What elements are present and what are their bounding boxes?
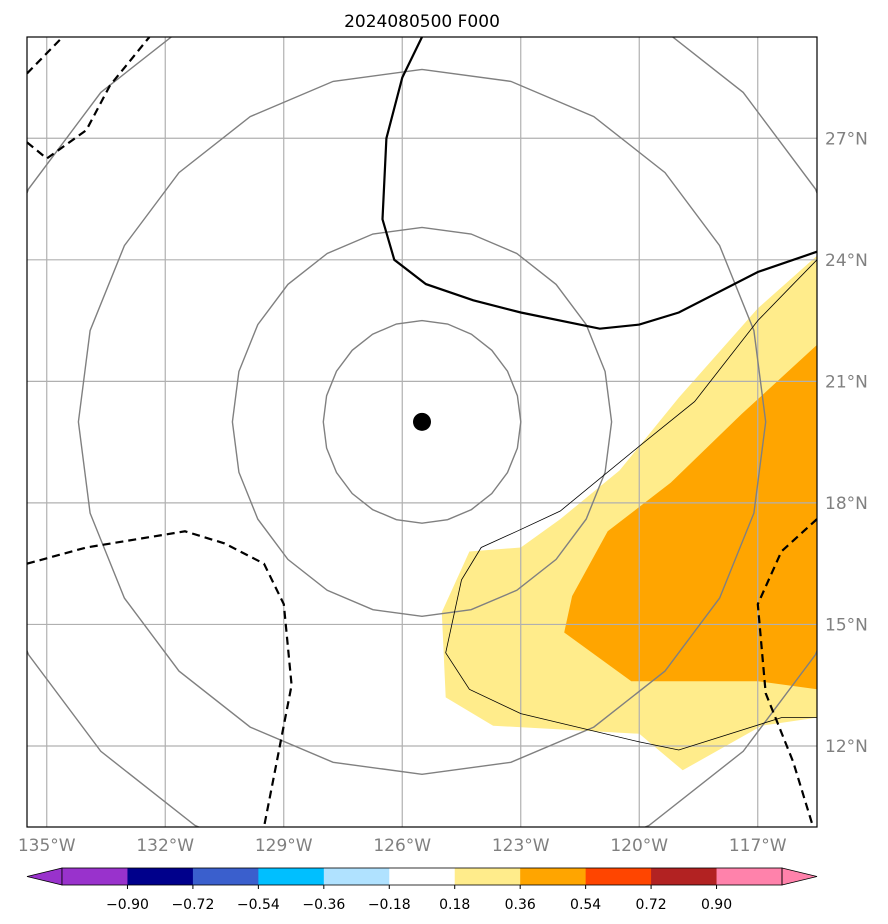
dashed-contour-3 [27,530,293,827]
lon-label-3: 126°W [373,836,431,856]
filled-regions [441,255,817,771]
dashed-contour-1 [27,37,64,75]
colorbar-band-6 [389,868,456,885]
colorbar-label-6: 0.36 [505,897,536,913]
colorbar-label-7: 0.54 [570,897,601,913]
lon-label-5: 120°W [610,836,668,856]
lon-label-0: 135°W [18,836,76,856]
colorbar-frame [61,867,783,886]
filled-region-2 [564,344,817,690]
range-ring-2 [231,226,613,618]
thin-contour-1 [445,259,817,751]
storm-center-marker [413,412,431,431]
colorbar-band-3 [192,868,259,885]
colorbar-band-9 [585,868,652,885]
range-rings [27,37,817,827]
lat-label-3: 21°N [825,372,868,392]
colorbar-label-5: 0.18 [439,897,470,913]
lon-label-6: 117°W [729,836,787,856]
lon-label-1: 132°W [136,836,194,856]
dashed-contour-2 [27,37,151,160]
colorbar-label-3: −0.36 [302,897,345,913]
lat-label-5: 27°N [825,129,868,149]
colorbar-band-10 [651,868,718,885]
colorbar-label-4: −0.18 [368,897,411,913]
lat-label-1: 15°N [825,615,868,635]
colorbar-label-1: −0.72 [171,897,214,913]
map-frame [26,36,818,828]
colorbar-extend-low [26,867,63,886]
gridlines [27,37,817,827]
lat-label-0: 12°N [825,737,868,757]
colorbar-band-8 [520,868,587,885]
colorbar-label-9: 0.90 [701,897,732,913]
range-ring-1 [322,319,522,524]
colorbar: −0.90 −0.72 −0.54 −0.36 −0.18 0.18 0.36 0.54 0.7… [26,867,818,913]
colorbar-band-11 [716,868,783,885]
colorbar-band-1 [62,868,128,885]
range-ring-4 [27,37,817,827]
colorbar-band-7 [454,868,521,885]
lon-label-2: 129°W [255,836,313,856]
dashed-contour-4 [756,518,817,827]
solid-contour-1 [381,37,817,330]
latitude-labels: 12°N 15°N 18°N 21°N 24°N 27°N [825,129,868,757]
longitude-labels: 135°W 132°W 129°W 126°W 123°W 120°W 117°W [18,836,787,856]
colorbar-extend-high [781,867,818,886]
colorbar-label-2: −0.54 [237,897,280,913]
lon-label-4: 123°W [492,836,550,856]
lat-label-4: 24°N [825,251,868,271]
map-area [27,37,817,827]
lat-label-2: 18°N [825,494,868,514]
range-ring-3 [77,68,767,776]
colorbar-band-4 [258,868,325,885]
colorbar-band-2 [127,868,194,885]
colorbar-label-8: 0.72 [636,897,667,913]
contours [27,37,817,827]
chart-title: 2024080500 F000 [344,12,500,32]
colorbar-band-5 [323,868,390,885]
colorbar-label-0: −0.90 [106,897,149,913]
